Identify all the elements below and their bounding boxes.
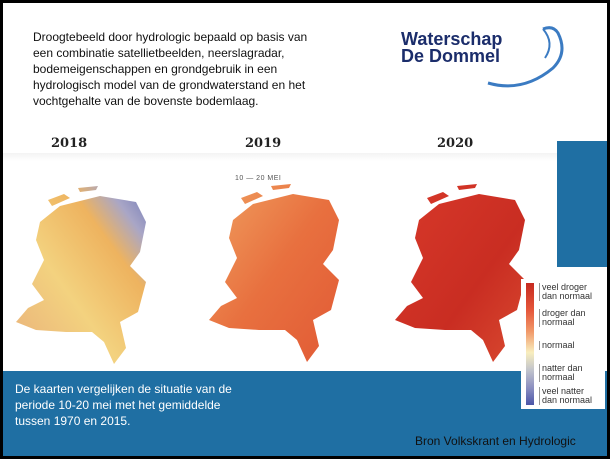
period-label: 10 — 20 MEI [235, 175, 282, 182]
description-line: een combinatie satellietbeelden, neersla… [33, 46, 285, 60]
description-line: bodemeigenschappen en grondgebruik in ee… [33, 62, 278, 76]
maps [16, 184, 525, 364]
year-label: 2019 [245, 136, 282, 151]
legend-item: droger dan normaal [539, 309, 586, 327]
legend-line: normaal [542, 340, 575, 350]
logo-line: De Dommel [401, 46, 501, 66]
note: De kaarten vergelijken de situatie van d… [15, 381, 232, 429]
note-line: periode 10-20 mei met het gemiddelde [15, 398, 221, 412]
year-label: 2018 [51, 136, 88, 151]
description-line: hydrologisch model van de grondwaterstan… [33, 78, 306, 92]
legend-line: droger dan [542, 308, 586, 318]
legend-line: dan normaal [542, 395, 593, 405]
note-line: De kaarten vergelijken de situatie van d… [15, 382, 232, 396]
logo-line: Waterschap [401, 29, 503, 49]
legend-line: normaal [542, 372, 575, 382]
logo-mark [487, 26, 564, 88]
legend: veel droger dan normaal droger dan normaal n… [521, 279, 605, 409]
note-line: tussen 1970 en 2015. [15, 414, 131, 428]
description: Droogtebeeld door hydrologic bepaald op … [33, 29, 383, 109]
legend-line: natter dan [542, 363, 583, 373]
legend-line: normaal [542, 317, 575, 327]
side-block [557, 141, 607, 267]
legend-item: normaal [539, 341, 575, 350]
strip [3, 153, 607, 161]
legend-line: veel droger [542, 282, 588, 292]
legend-item: natter dan normaal [539, 364, 583, 382]
legend-scale [526, 283, 534, 405]
legend-item: veel droger dan normaal [539, 283, 592, 301]
source: Bron Volkskrant en Hydrologic [415, 434, 576, 448]
year-label: 2020 [437, 136, 474, 151]
legend-item: veel natter dan normaal [539, 387, 592, 405]
logo: Waterschap De Dommel [401, 29, 503, 66]
description-line: Droogtebeeld door hydrologic bepaald op … [33, 30, 308, 44]
footer-band [3, 371, 607, 456]
legend-line: veel natter [542, 386, 585, 396]
description-line: vochtgehalte van de bovenste bodemlaag. [33, 94, 259, 108]
legend-line: dan normaal [542, 291, 593, 301]
